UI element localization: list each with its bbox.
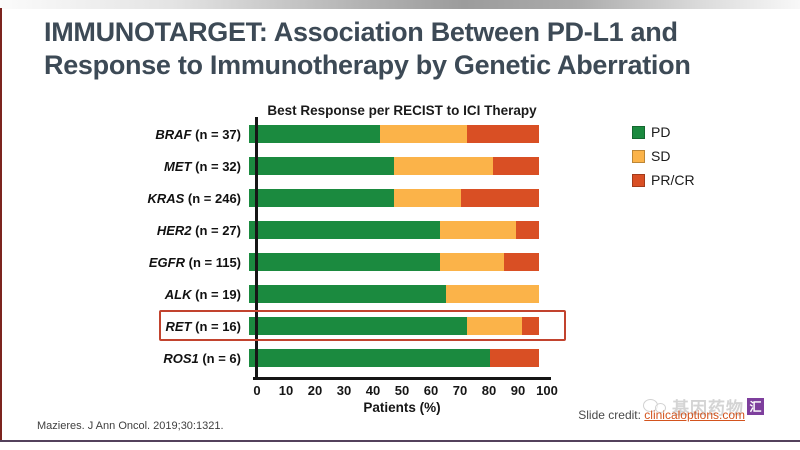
- bar-segment-pd: [249, 253, 441, 271]
- x-tick-label: 0: [253, 383, 261, 398]
- left-accent-stripe: [0, 8, 2, 441]
- bar-segment-pd: [249, 221, 441, 239]
- page-title: IMMUNOTARGET: Association Between PD-L1 …: [44, 16, 774, 82]
- top-gradient-bar: [0, 0, 800, 9]
- bar-track: [249, 317, 539, 335]
- chart-row: EGFR (n = 115): [0, 246, 547, 278]
- bar-segment-pr-cr: [504, 253, 539, 271]
- bar-segment-sd: [440, 221, 516, 239]
- bar-segment-pr-cr: [521, 317, 539, 335]
- category-label: RET (n = 16): [165, 318, 242, 334]
- legend-label: PR/CR: [651, 172, 695, 188]
- x-tick-label: 100: [536, 383, 558, 398]
- watermark-text: 基因药物: [672, 399, 744, 418]
- page-title-line2: Response to Immunotherapy by Genetic Abe…: [44, 50, 691, 80]
- watermark-badge: 汇: [747, 398, 764, 415]
- bar-segment-pd: [249, 189, 394, 207]
- legend-item-pr-cr: PR/CR: [632, 172, 695, 188]
- slide-credit: Slide credit: clinicaloptions.com: [578, 408, 745, 422]
- bar-segment-sd: [466, 317, 522, 335]
- x-tick-label: 90: [510, 383, 526, 398]
- bar-segment-pd: [249, 349, 490, 367]
- bar-segment-sd: [440, 253, 505, 271]
- bar-segment-pr-cr: [460, 189, 539, 207]
- bar-segment-sd: [394, 189, 461, 207]
- bar-track: [249, 285, 539, 303]
- bar-track: [249, 221, 539, 239]
- bar-segment-pd: [249, 317, 467, 335]
- x-tick-label: 50: [394, 383, 410, 398]
- chart-title: Best Response per RECIST to ICI Therapy: [267, 103, 537, 118]
- chart-row: MET (n = 32): [0, 150, 547, 182]
- legend: PD SD PR/CR: [632, 124, 695, 188]
- bar-track: [249, 253, 539, 271]
- chart-row: HER2 (n = 27): [0, 214, 547, 246]
- x-tick-label: 40: [365, 383, 381, 398]
- bar-segment-pd: [249, 285, 447, 303]
- credit-label: Slide credit:: [578, 408, 645, 422]
- bar-segment-pd: [249, 157, 394, 175]
- category-label: HER2 (n = 27): [156, 222, 241, 238]
- category-label: ALK (n = 19): [164, 286, 241, 302]
- chart-row: ROS1 (n = 6): [0, 342, 547, 374]
- bar-segment-pr-cr: [515, 221, 539, 239]
- y-axis-line: [255, 117, 258, 379]
- watermark: 基因药物 汇: [643, 394, 764, 419]
- x-axis-ticks: 0 10 20 30 40 50 60 70 80 90 100: [253, 383, 557, 399]
- bar-segment-pd: [249, 125, 380, 143]
- bar-segment-sd: [446, 285, 539, 303]
- category-label: KRAS (n = 246): [147, 190, 241, 206]
- legend-swatch-pd: [632, 125, 645, 139]
- category-label: MET (n = 32): [164, 158, 241, 174]
- legend-swatch-sd: [632, 149, 645, 163]
- legend-item-pd: PD: [632, 124, 695, 140]
- chart-row: ALK (n = 19): [0, 278, 547, 310]
- wechat-icon: [643, 397, 669, 417]
- bar-track: [249, 349, 539, 367]
- chart-row: BRAF (n = 37): [0, 118, 547, 150]
- x-tick-label: 30: [336, 383, 352, 398]
- citation: Mazieres. J Ann Oncol. 2019;30:1321.: [37, 420, 224, 432]
- x-axis-label: Patients (%): [363, 400, 441, 415]
- x-tick-label: 20: [307, 383, 323, 398]
- legend-label: PD: [651, 124, 671, 140]
- bar-segment-sd: [394, 157, 493, 175]
- category-label: EGFR (n = 115): [148, 254, 241, 270]
- bar-track: [249, 157, 539, 175]
- bar-segment-pr-cr: [489, 349, 539, 367]
- x-tick-label: 70: [452, 383, 468, 398]
- x-axis-line: [253, 377, 551, 380]
- legend-label: SD: [651, 148, 671, 164]
- chart-row: RET (n = 16): [0, 310, 547, 342]
- chart-rows: BRAF (n = 37) MET (n = 32) KRAS (n = 246) H…: [0, 118, 547, 374]
- credit-link[interactable]: clinicaloptions.com: [644, 408, 745, 422]
- highlight-box: [159, 310, 566, 341]
- x-tick-label: 60: [423, 383, 439, 398]
- category-label: ROS1 (n = 6): [163, 350, 241, 366]
- legend-swatch-pr-cr: [632, 173, 645, 187]
- chart-row: KRAS (n = 246): [0, 182, 547, 214]
- legend-item-sd: SD: [632, 148, 695, 164]
- bar-track: [249, 125, 539, 143]
- page-title-line1: IMMUNOTARGET: Association Between PD-L1 …: [44, 17, 678, 47]
- x-tick-label: 80: [481, 383, 497, 398]
- category-label: BRAF (n = 37): [155, 126, 241, 142]
- x-tick-label: 10: [278, 383, 294, 398]
- bar-segment-pr-cr: [492, 157, 539, 175]
- footer-divider: [0, 440, 800, 442]
- bar-segment-pr-cr: [466, 125, 539, 143]
- bar-segment-sd: [379, 125, 467, 143]
- bar-track: [249, 189, 539, 207]
